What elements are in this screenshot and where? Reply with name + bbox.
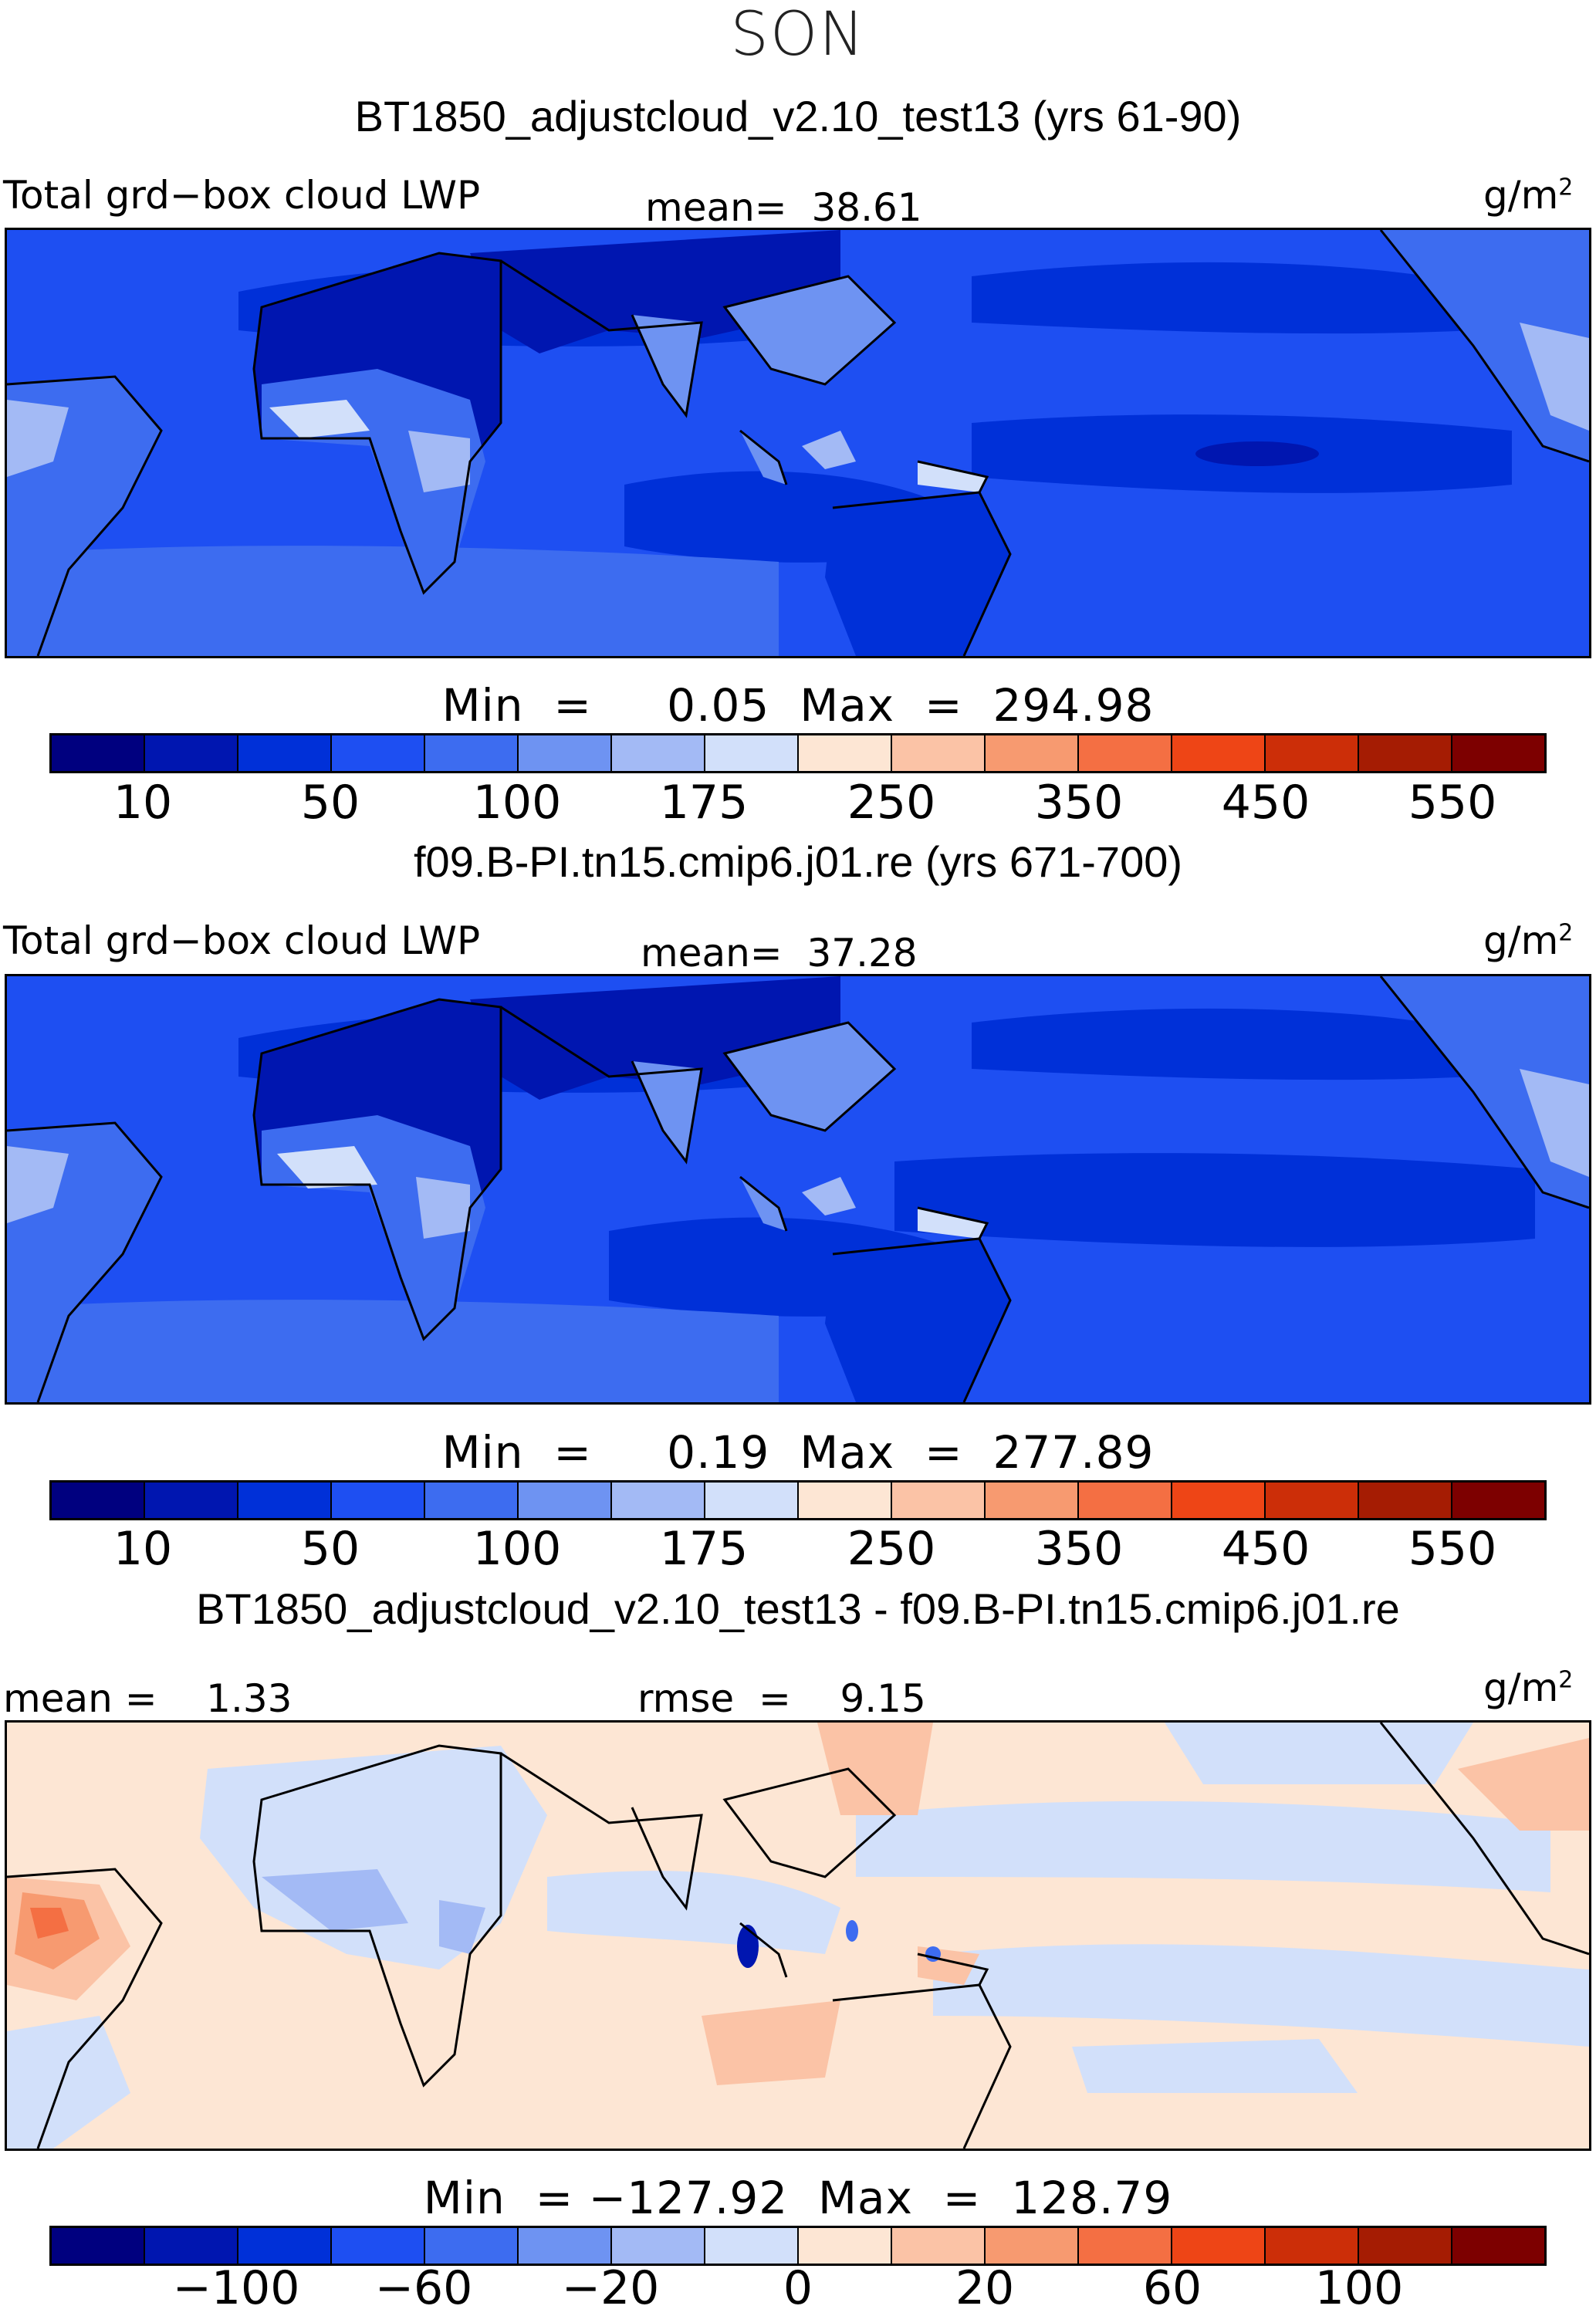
panel3-mean-label: mean = 1.33 [3,1676,292,1721]
panel3-map [5,1720,1591,2151]
panel1-case-title: BT1850_adjustcloud_v2.10_test13 (yrs 61-… [354,92,1242,140]
colorbar-box [1172,1483,1266,1518]
panel3-case-title: BT1850_adjustcloud_v2.10_test13 - f09.B-… [196,1584,1400,1633]
colorbar-box [1359,2228,1452,2264]
panel3-minmax: Min = −127.92 Max = 128.79 [423,2172,1173,2224]
colorbar-box [1266,2228,1359,2264]
colorbar-box [1079,1483,1172,1518]
colorbar-box [145,2228,238,2264]
panel3-rmse-label: rmse = 9.15 [637,1676,926,1721]
panel2-tick: 50 [300,1522,360,1576]
panel1-tick: 250 [847,776,936,830]
colorbar-box [705,735,799,771]
colorbar-box [52,735,145,771]
colorbar-box [145,1483,238,1518]
panel2-tick: 10 [113,1522,173,1576]
colorbar-box [425,735,519,771]
panel1-tick: 175 [659,776,749,830]
colorbar-box [1452,1483,1544,1518]
colorbar-box [332,1483,425,1518]
panel2-units: g/m2 [1483,918,1574,963]
colorbar-box [1452,735,1544,771]
panel1-map [5,228,1591,658]
colorbar-box [145,735,238,771]
colorbar-box [1266,735,1359,771]
colorbar-box [238,1483,332,1518]
panel2-map-field [7,976,1589,1402]
panel3-tick: 100 [1314,2261,1404,2315]
panel2-minmax: Min = 0.19 Max = 277.89 [441,1426,1155,1479]
panel3-tick: 60 [1142,2261,1202,2315]
colorbar-box [799,1483,892,1518]
colorbar-box [1359,1483,1452,1518]
panel2-tick: 550 [1408,1522,1497,1576]
colorbar-box [612,1483,705,1518]
panel3-tick: −100 [172,2261,300,2315]
season-title: SON [730,0,866,69]
panel1-units: g/m2 [1483,173,1574,218]
colorbar-box [892,2228,986,2264]
colorbar-box [892,735,986,771]
colorbar-box [892,1483,986,1518]
panel2-tick: 350 [1034,1522,1124,1576]
colorbar-box [612,2228,705,2264]
colorbar-box [1079,2228,1172,2264]
panel3-tick: −60 [374,2261,473,2315]
panel3-tick: 0 [783,2261,813,2315]
panel1-tick: 450 [1221,776,1310,830]
colorbar-box [705,2228,799,2264]
colorbar-box [986,2228,1079,2264]
panel3-colorbar [49,2226,1547,2266]
panel2-variable-label: Total grd−box cloud LWP [3,918,481,963]
panel2-tick: 100 [472,1522,562,1576]
colorbar-box [519,2228,612,2264]
panel3-tick: −20 [561,2261,660,2315]
colorbar-box [519,1483,612,1518]
panel2-mean-label: mean= 37.28 [641,931,918,975]
colorbar-box [52,1483,145,1518]
panel1-map-field [7,230,1589,656]
colorbar-box [799,735,892,771]
colorbar-box [799,2228,892,2264]
colorbar-box [52,2228,145,2264]
colorbar-box [705,1483,799,1518]
colorbar-box [332,2228,425,2264]
colorbar-box [238,2228,332,2264]
panel3-tick: 20 [955,2261,1015,2315]
panel2-map [5,974,1591,1405]
colorbar-box [612,735,705,771]
panel2-tick: 175 [659,1522,749,1576]
panel1-variable-label: Total grd−box cloud LWP [3,173,481,218]
panel1-tick: 10 [113,776,173,830]
panel3-units: g/m2 [1483,1665,1574,1710]
colorbar-box [425,2228,519,2264]
colorbar-box [1359,735,1452,771]
colorbar-box [986,1483,1079,1518]
colorbar-box [425,1483,519,1518]
panel2-colorbar [49,1480,1547,1520]
panel1-tick: 550 [1408,776,1497,830]
colorbar-box [1266,1483,1359,1518]
colorbar-box [238,735,332,771]
colorbar-box [1172,735,1266,771]
panel1-mean-label: mean= 38.61 [645,185,922,230]
panel1-colorbar [49,733,1547,773]
panel2-tick: 450 [1221,1522,1310,1576]
panel1-tick: 50 [300,776,360,830]
colorbar-box [519,735,612,771]
panel1-minmax: Min = 0.05 Max = 294.98 [441,679,1155,732]
panel2-case-title: f09.B-PI.tn15.cmip6.j01.re (yrs 671-700) [413,837,1183,886]
colorbar-box [1172,2228,1266,2264]
panel1-tick: 100 [472,776,562,830]
panel3-map-field [7,1723,1589,2149]
colorbar-box [1452,2228,1544,2264]
colorbar-box [986,735,1079,771]
panel2-tick: 250 [847,1522,936,1576]
colorbar-box [1079,735,1172,771]
panel1-tick: 350 [1034,776,1124,830]
colorbar-box [332,735,425,771]
